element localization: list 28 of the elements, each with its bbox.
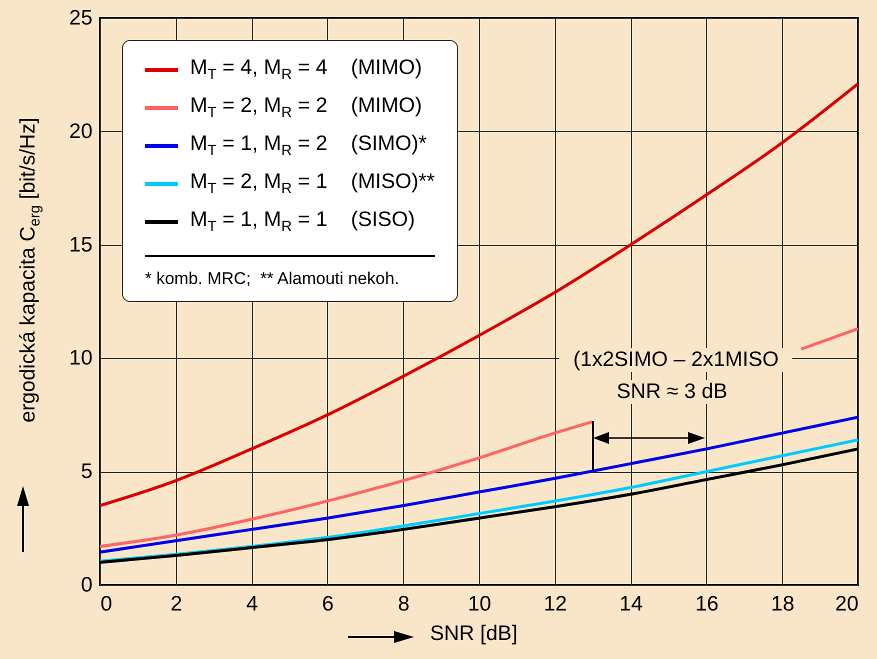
x-axis-title: SNR [dB] bbox=[430, 622, 518, 646]
annotation: SNR ≈ 3 dB bbox=[602, 380, 742, 404]
y-tick-label: 10 bbox=[69, 346, 92, 370]
x-tick-label: 10 bbox=[468, 592, 492, 616]
y-tick-label: 0 bbox=[80, 574, 92, 596]
line-series bbox=[98, 416, 860, 554]
x-tick-label: 18 bbox=[771, 592, 794, 616]
x-tick-label: 20 bbox=[835, 592, 858, 616]
annotation: * komb. MRC; ** Alamouti nekoh. bbox=[145, 269, 400, 289]
x-tick-label: 16 bbox=[695, 592, 719, 616]
x-tick-label: 14 bbox=[619, 592, 644, 616]
x-tick-label: 6 bbox=[322, 592, 334, 616]
legend-label: M$_{T}$ = 1, M$_{R}$ = 1 (SISO) bbox=[190, 208, 415, 236]
legend-label: M$_{T}$ = 4, M$_{R}$ = 4 (MIMO) bbox=[190, 56, 422, 84]
legend-label: M$_{T}$ = 2, M$_{R}$ = 2 (MIMO) bbox=[190, 94, 422, 122]
x-tick-label: 12 bbox=[544, 592, 567, 616]
legend-label: M$_{T}$ = 2, M$_{R}$ = 1 (MISO)** bbox=[190, 170, 435, 198]
x-tick-label: 0 bbox=[100, 592, 112, 616]
x-tick-label: 2 bbox=[170, 592, 182, 616]
y-tick-label: 25 bbox=[69, 6, 92, 30]
annotation: (1x2SIMO – 2x1MISO bbox=[559, 348, 793, 372]
legend-label: M$_{T}$ = 1, M$_{R}$ = 2 (SIMO)* bbox=[190, 132, 427, 160]
x-tick-label: 4 bbox=[246, 592, 258, 616]
y-tick-label: 15 bbox=[69, 233, 92, 256]
x-tick-label: 8 bbox=[398, 592, 410, 616]
line-series bbox=[98, 82, 860, 508]
y-tick-label: 20 bbox=[69, 120, 92, 143]
y-tick-label: 5 bbox=[80, 460, 92, 484]
